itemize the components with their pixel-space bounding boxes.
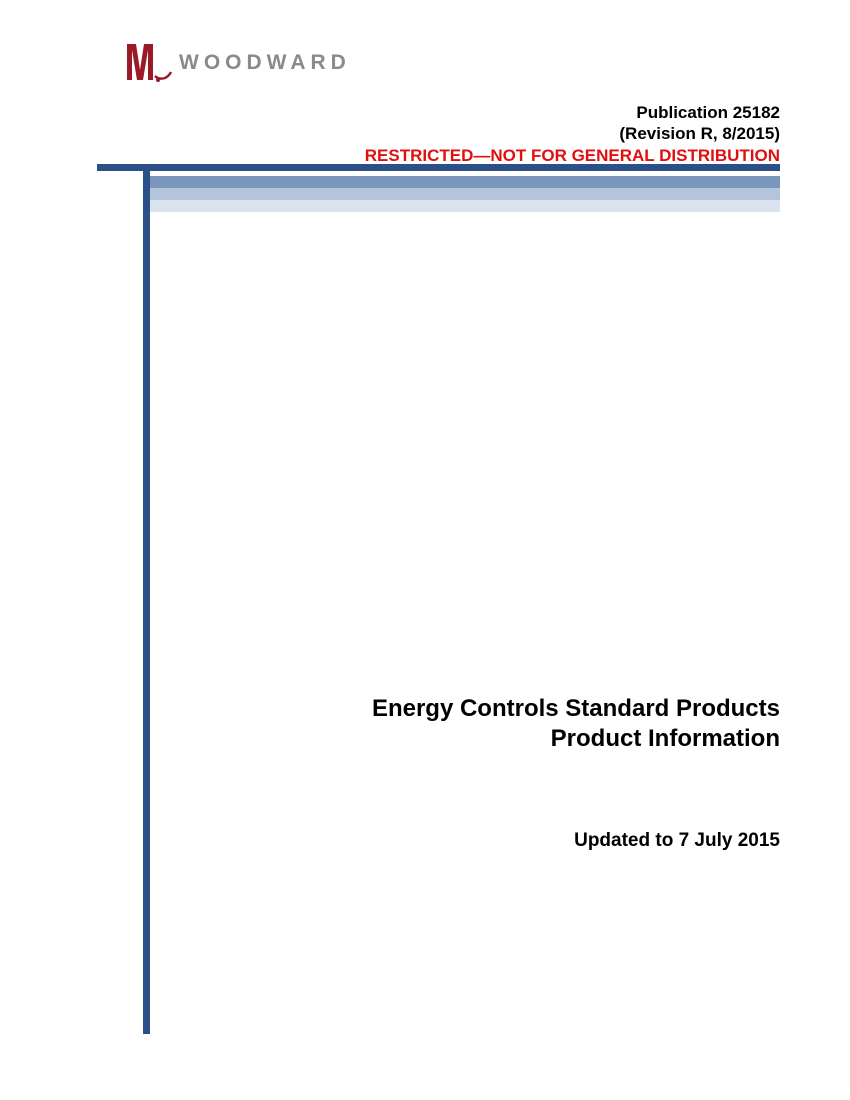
logo-area: WOODWARD — [125, 42, 351, 84]
company-name: WOODWARD — [179, 51, 351, 75]
logo-mark-icon — [125, 42, 173, 84]
horizontal-band-3 — [150, 188, 780, 200]
revision-info: (Revision R, 8/2015) — [365, 123, 780, 144]
title-line-1: Energy Controls Standard Products — [372, 694, 780, 724]
title-block: Energy Controls Standard Products Produc… — [372, 694, 780, 754]
publication-number: Publication 25182 — [365, 102, 780, 123]
horizontal-rule-primary — [97, 164, 780, 171]
horizontal-band-4 — [150, 200, 780, 212]
header-text-block: Publication 25182 (Revision R, 8/2015) R… — [365, 102, 780, 167]
logo: WOODWARD — [125, 42, 351, 84]
title-line-2: Product Information — [372, 724, 780, 754]
horizontal-band-2 — [150, 176, 780, 188]
document-page: WOODWARD Publication 25182 (Revision R, … — [0, 0, 850, 1100]
updated-date: Updated to 7 July 2015 — [574, 830, 780, 852]
vertical-rule — [143, 164, 150, 1034]
